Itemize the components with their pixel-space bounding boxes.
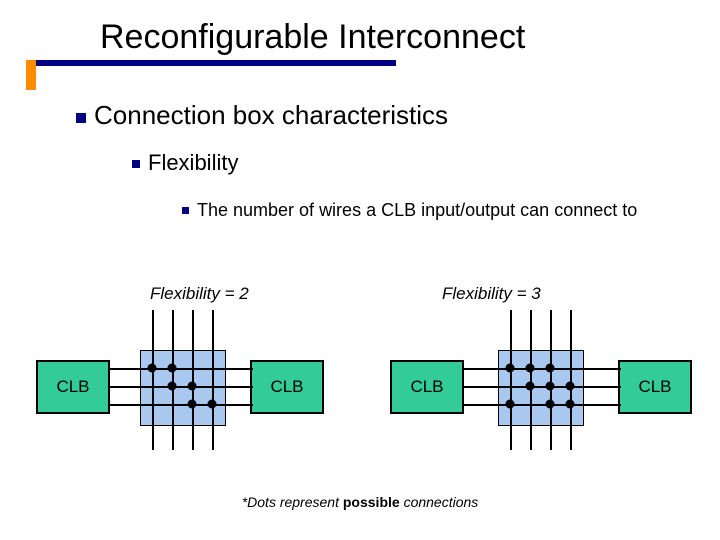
horizontal-wire: [108, 386, 253, 388]
vertical-wire: [212, 310, 214, 450]
title-underline: [36, 60, 396, 66]
connection-dot: [526, 382, 535, 391]
vertical-wire: [152, 310, 154, 450]
horizontal-wire: [108, 404, 253, 406]
vertical-wire: [570, 310, 572, 450]
square-bullet-icon: [182, 207, 189, 214]
bullet-2-text: Flexibility: [148, 150, 238, 175]
connection-dot: [526, 364, 535, 373]
connection-dot: [168, 364, 177, 373]
square-bullet-icon: [132, 160, 140, 168]
bullet-level-1: Connection box characteristics: [76, 100, 448, 131]
vertical-wire: [530, 310, 532, 450]
connection-dot: [188, 400, 197, 409]
footnote: *Dots represent possible connections: [0, 494, 720, 510]
flexibility-2-label: Flexibility = 2: [150, 284, 249, 304]
flexibility-3-label: Flexibility = 3: [442, 284, 541, 304]
connection-dot: [546, 382, 555, 391]
footnote-prefix: *Dots represent: [242, 494, 343, 510]
horizontal-wire: [108, 368, 253, 370]
horizontal-wire: [463, 386, 621, 388]
connection-dot: [506, 400, 515, 409]
connection-dot: [168, 382, 177, 391]
clb-block: CLB: [36, 360, 110, 414]
vertical-wire: [550, 310, 552, 450]
vertical-wire: [172, 310, 174, 450]
clb-block: CLB: [250, 360, 324, 414]
connection-dot: [566, 400, 575, 409]
clb-block: CLB: [618, 360, 692, 414]
bullet-level-2: Flexibility: [132, 150, 238, 176]
connection-dot: [208, 400, 217, 409]
clb-block: CLB: [390, 360, 464, 414]
diagram-area: CLB CLB CLB CLB: [0, 310, 720, 470]
connection-dot: [188, 382, 197, 391]
bullet-level-3: The number of wires a CLB input/output c…: [182, 198, 662, 222]
title-accent: [26, 60, 36, 90]
vertical-wire: [510, 310, 512, 450]
page-title: Reconfigurable Interconnect: [100, 18, 525, 57]
square-bullet-icon: [76, 113, 86, 123]
vertical-wire: [192, 310, 194, 450]
bullet-3-text: The number of wires a CLB input/output c…: [197, 200, 637, 220]
horizontal-wire: [463, 404, 621, 406]
connection-dot: [546, 400, 555, 409]
horizontal-wire: [463, 368, 621, 370]
footnote-bold: possible: [343, 494, 404, 510]
connection-dot: [566, 382, 575, 391]
connection-dot: [506, 364, 515, 373]
connection-dot: [546, 364, 555, 373]
bullet-1-text: Connection box characteristics: [94, 100, 448, 130]
footnote-suffix: connections: [404, 494, 479, 510]
connection-dot: [148, 364, 157, 373]
